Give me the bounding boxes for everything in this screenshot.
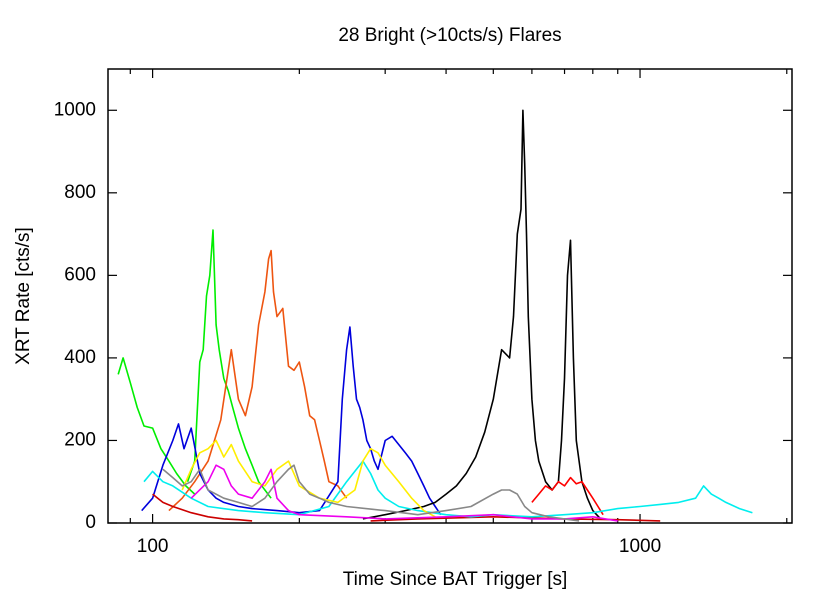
- plot-frame: [107, 68, 793, 524]
- series-line: [168, 249, 348, 512]
- y-tick-label: 800: [64, 182, 96, 203]
- y-tick-label: 200: [64, 429, 96, 450]
- series-line: [162, 464, 580, 522]
- chart-title: 28 Bright (>10cts/s) Flares: [338, 25, 561, 46]
- y-tick-label: 400: [64, 347, 96, 368]
- series-line: [186, 229, 272, 499]
- series-line: [181, 439, 436, 518]
- series-line: [531, 476, 604, 516]
- y-axis-label: XRT Rate [cts/s]: [13, 227, 34, 365]
- y-tick-label: 1000: [54, 99, 96, 120]
- x-tick-label: 100: [137, 536, 169, 557]
- y-tick-label: 600: [64, 264, 96, 285]
- series-line: [141, 326, 442, 516]
- x-axis-label: Time Since BAT Trigger [s]: [343, 569, 568, 590]
- y-tick-label: 0: [85, 512, 96, 533]
- series-line: [143, 460, 753, 518]
- series-line: [117, 357, 196, 495]
- x-tick-label: 1000: [619, 536, 661, 557]
- series-line: [190, 464, 618, 522]
- series-line: [152, 493, 253, 522]
- series-line: [362, 109, 602, 520]
